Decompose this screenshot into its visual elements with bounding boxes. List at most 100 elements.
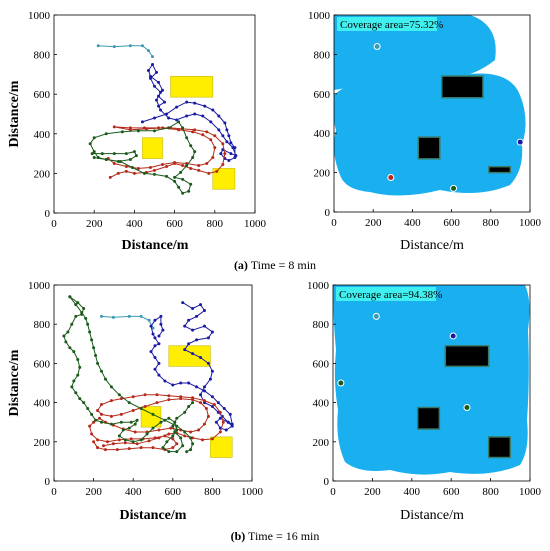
waypoint-b_left-2-37 <box>204 406 208 410</box>
xtick-label-a_left-5: 1000 <box>244 218 267 230</box>
waypoint-b_left-1-48 <box>153 344 157 348</box>
waypoint-b_left-3-11 <box>76 357 80 361</box>
xtick-label-a_right-3: 600 <box>443 217 460 229</box>
waypoint-b_left-2-59 <box>153 436 157 440</box>
obstacle-b_right-0 <box>444 345 490 368</box>
waypoint-a_left-3-20 <box>185 136 189 140</box>
waypoint-b_left-2-41 <box>189 430 193 434</box>
waypoint-b_left-3-33 <box>139 438 143 442</box>
waypoint-b_left-3-8 <box>64 340 68 344</box>
ytick-label-a_left-2: 400 <box>34 129 51 141</box>
obstacle-b_right-2 <box>487 436 512 459</box>
waypoint-b_left-1-52 <box>149 324 153 328</box>
waypoint-b_left-2-27 <box>100 412 104 416</box>
waypoint-a_left-2-42 <box>112 162 116 165</box>
waypoint-b_left-2-56 <box>117 438 121 442</box>
waypoint-b_left-1-35 <box>216 401 220 405</box>
waypoint-a_left-2-33 <box>211 156 215 160</box>
ytick-label-b_left-5: 1000 <box>28 280 51 292</box>
waypoint-b_left-3-44 <box>175 450 179 454</box>
waypoint-b_left-2-34 <box>179 397 183 401</box>
waypoint-a_left-1-27 <box>193 112 197 116</box>
caption-a-text: Time = 8 min <box>248 258 316 272</box>
xlabel-a-left: Distance/m <box>122 238 189 253</box>
waypoint-a_left-2-24 <box>112 125 116 129</box>
waypoint-a_left-1-40 <box>157 80 161 84</box>
waypoint-b_left-1-20 <box>199 393 203 397</box>
waypoint-b_left-3-37 <box>167 416 171 420</box>
waypoint-b_left-2-39 <box>202 422 206 426</box>
waypoint-b_left-4-10 <box>100 369 104 373</box>
ytick-label-a_left-3: 600 <box>34 89 51 101</box>
waypoint-b_left-2-55 <box>105 440 109 444</box>
waypoint-b_left-1-49 <box>157 342 161 346</box>
waypoint-b_left-3-15 <box>70 385 74 389</box>
ytick-label-a_right-3: 600 <box>314 89 331 101</box>
waypoint-b_left-3-38 <box>173 420 177 424</box>
waypoint-a_left-2-26 <box>144 127 148 131</box>
waypoint-b_left-2-35 <box>191 398 195 402</box>
waypoint-b_left-3-24 <box>119 420 123 424</box>
waypoint-a_left-1-3 <box>175 105 179 109</box>
waypoint-b_left-1-46 <box>153 356 157 360</box>
waypoint-b_left-0-3 <box>139 314 143 318</box>
obstacle-b_left-1 <box>140 406 162 428</box>
xtick-label-b_right-4: 800 <box>482 486 499 498</box>
waypoint-b_left-4-1 <box>74 303 78 307</box>
waypoint-b_left-1-12 <box>187 342 191 346</box>
waypoint-b_left-3-6 <box>66 330 70 334</box>
waypoint-a_left-0-4 <box>146 49 150 53</box>
waypoint-b_left-2-71 <box>92 440 96 444</box>
waypoint-b_left-0-4 <box>147 318 151 322</box>
waypoint-a_left-3-6 <box>128 158 132 162</box>
waypoint-b_left-3-40 <box>171 434 175 438</box>
plot-frame-a_left <box>53 14 256 214</box>
waypoint-a_left-1-5 <box>193 101 197 105</box>
waypoint-b_left-4-16 <box>151 412 155 416</box>
waypoint-b_left-2-20 <box>155 393 159 397</box>
uav-position-b_right-3 <box>463 404 471 411</box>
waypoint-b_left-1-11 <box>195 338 199 342</box>
obstacle-b_left-0 <box>168 345 211 367</box>
waypoint-b_left-3-51 <box>187 405 191 409</box>
ytick-label-a_right-5: 1000 <box>308 10 331 22</box>
uav-position-a_right-3 <box>516 138 524 146</box>
waypoint-b_left-2-38 <box>206 414 210 418</box>
waypoint-b_left-3-52 <box>191 401 195 405</box>
waypoint-b_left-2-50 <box>98 416 102 420</box>
xtick-label-a_left-2: 400 <box>126 218 143 230</box>
waypoint-b_left-3-43 <box>167 450 171 454</box>
waypoint-b_left-2-52 <box>88 424 92 428</box>
waypoint-b_left-3-18 <box>82 401 86 405</box>
waypoint-b_left-1-27 <box>224 428 228 432</box>
ytick-label-b_left-4: 800 <box>34 319 51 331</box>
waypoint-a_left-3-16 <box>153 129 156 133</box>
waypoint-b_left-2-68 <box>115 448 119 452</box>
waypoint-b_left-3-16 <box>74 391 78 395</box>
waypoint-a_left-2-3 <box>132 171 136 175</box>
waypoint-a_left-2-41 <box>124 164 128 168</box>
waypoint-a_left-3-25 <box>179 170 183 174</box>
obstacle-a_right-2 <box>488 165 512 174</box>
waypoint-b_left-1-50 <box>153 336 157 340</box>
waypoint-b_left-1-13 <box>183 348 187 352</box>
uav-path-a_left-cyan-0 <box>98 45 153 57</box>
waypoint-b_left-2-4 <box>147 439 151 443</box>
waypoint-b_left-2-3 <box>135 442 139 446</box>
waypoint-a_left-2-8 <box>181 163 185 167</box>
waypoint-a_left-3-12 <box>92 136 96 140</box>
waypoint-a_left-1-17 <box>219 152 223 156</box>
waypoint-b_left-2-11 <box>210 437 214 441</box>
waypoint-a_left-3-15 <box>136 129 140 133</box>
xtick-label-b_left-4: 800 <box>204 486 221 498</box>
waypoint-a_left-1-29 <box>175 118 179 122</box>
caption-b-text: Time = 16 min <box>245 529 319 543</box>
waypoint-b_left-1-10 <box>206 336 210 340</box>
waypoint-b_left-2-33 <box>167 398 171 402</box>
waypoint-b_left-2-12 <box>218 430 222 434</box>
waypoint-b_left-2-23 <box>119 397 123 401</box>
waypoint-a_left-3-14 <box>120 130 124 134</box>
xlabel-b-right: Distance/m <box>400 508 464 523</box>
waypoint-a_left-1-33 <box>159 90 163 94</box>
waypoint-b_left-3-20 <box>90 412 94 416</box>
